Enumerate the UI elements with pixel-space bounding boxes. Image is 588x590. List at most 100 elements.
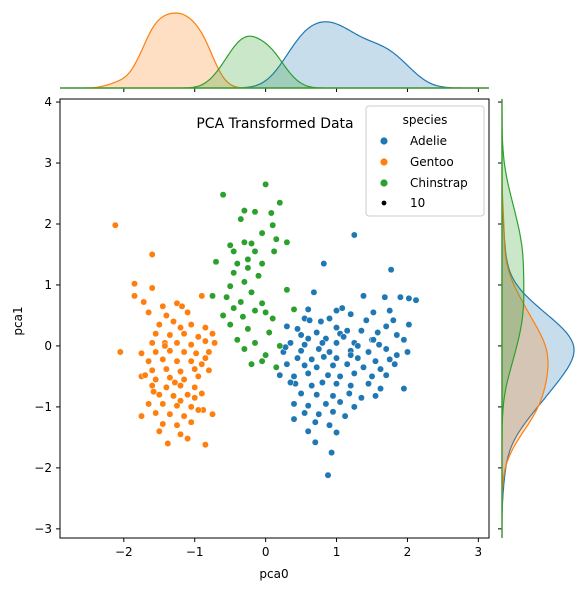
gentoo-point (205, 348, 213, 356)
y-tick-label: 3 (44, 156, 52, 170)
adelie-point (294, 354, 301, 362)
chinstrap-point (226, 321, 234, 329)
gentoo-point (166, 347, 174, 355)
chinstrap-point (258, 260, 266, 268)
adelie-point (382, 345, 390, 353)
chinstrap-point (290, 305, 298, 313)
gentoo-point (159, 420, 167, 428)
chinstrap-point (240, 238, 248, 246)
chinstrap-point (255, 272, 262, 280)
chinstrap-point (276, 199, 284, 207)
gentoo-point (198, 292, 206, 300)
gentoo-point (138, 412, 145, 420)
gentoo-point (211, 339, 219, 347)
x-tick-label: 1 (333, 545, 341, 559)
gentoo-point (173, 421, 181, 429)
gentoo-point (145, 400, 153, 408)
gentoo-point (180, 330, 188, 338)
adelie-point (345, 390, 353, 397)
y-tick-label: 0 (44, 339, 52, 353)
gentoo-point (198, 360, 206, 368)
chinstrap-point (258, 357, 266, 365)
chinstrap-point (262, 351, 270, 359)
top-marginal-kde (60, 12, 489, 92)
adelie-point (310, 288, 318, 296)
chinstrap-point (283, 238, 291, 246)
adelie-point (333, 339, 340, 347)
gentoo-point (187, 321, 195, 329)
legend-marker-adelie (380, 137, 388, 145)
adelie-point (306, 316, 314, 324)
gentoo-point (138, 349, 145, 357)
gentoo-point (155, 321, 163, 329)
chinstrap-point (244, 255, 252, 263)
chinstrap-point (226, 241, 234, 249)
gentoo-point (173, 339, 181, 347)
adelie-point (304, 427, 312, 435)
gentoo-point (166, 410, 174, 418)
adelie-point (282, 343, 289, 351)
gentoo-point (162, 365, 170, 373)
adelie-point (372, 357, 379, 365)
chinstrap-point (233, 336, 241, 344)
gentoo-point (180, 412, 188, 420)
chinstrap-point (237, 298, 245, 306)
gentoo-point (152, 409, 160, 417)
adelie-point (326, 315, 333, 322)
chinstrap-point (258, 229, 266, 237)
adelie-point (400, 385, 408, 393)
gentoo-point (164, 440, 172, 447)
gentoo-point (187, 341, 195, 349)
gentoo-point (177, 368, 184, 375)
gentoo-point (116, 348, 124, 356)
adelie-point (374, 329, 382, 336)
chinstrap-point (219, 191, 227, 199)
adelie-point (313, 329, 321, 336)
adelie-point (350, 369, 358, 377)
adelie-point (386, 307, 394, 315)
gentoo-point (187, 357, 195, 365)
adelie-point (301, 341, 309, 349)
legend-size-label: 10 (410, 196, 425, 210)
adelie-point (308, 355, 316, 363)
chinstrap-point (251, 208, 259, 216)
chinstrap-right-kde (501, 99, 525, 538)
adelie-point (405, 321, 413, 329)
gentoo-point (177, 430, 184, 438)
adelie-point (287, 339, 294, 347)
gentoo-point (148, 339, 156, 347)
chinstrap-point (272, 235, 280, 243)
adelie-point (341, 412, 349, 420)
chinstrap-point (267, 209, 275, 217)
adelie-point (324, 371, 332, 379)
adelie-point (333, 307, 340, 315)
gentoo-point (177, 397, 184, 405)
gentoo-point (170, 392, 177, 400)
adelie-point (328, 449, 336, 457)
adelie-point (404, 348, 411, 356)
gentoo-point (201, 337, 209, 345)
gentoo-point (148, 251, 156, 258)
adelie-point (329, 361, 337, 369)
adelie-point (311, 418, 319, 426)
chinstrap-point (240, 345, 248, 353)
gentoo-point (201, 441, 209, 449)
x-axis-label: pca0 (259, 567, 288, 581)
chinstrap-point (248, 360, 255, 368)
gentoo-point (131, 280, 138, 288)
gentoo-point (155, 391, 163, 399)
gentoo-point (148, 366, 156, 374)
adelie-point (347, 351, 355, 359)
y-tick-label: −1 (34, 400, 52, 414)
legend-label-gentoo: Gentoo (410, 155, 454, 169)
gentoo-point (180, 376, 188, 383)
gentoo-point (191, 383, 199, 391)
adelie-point (386, 355, 394, 363)
gentoo-point (192, 349, 200, 357)
gentoo-point (191, 394, 199, 402)
adelie-point (317, 318, 325, 325)
y-tick-label: 1 (44, 278, 52, 292)
adelie-point (313, 391, 321, 399)
gentoo-point (159, 355, 167, 363)
adelie-point (311, 438, 319, 446)
